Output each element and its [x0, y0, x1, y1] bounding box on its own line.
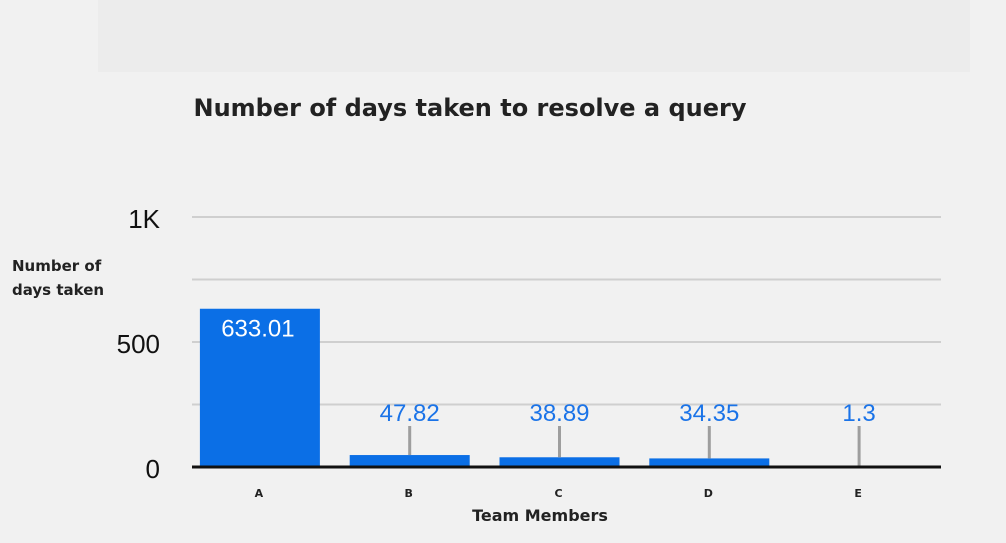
data-label: 633.01 — [221, 316, 294, 343]
bar — [199, 308, 320, 467]
bar — [349, 455, 470, 467]
chart-title: Number of days taken to resolve a query — [193, 94, 747, 122]
x-axis-label: Team Members — [472, 506, 608, 525]
x-tick-label: A — [255, 487, 264, 500]
x-tick-label: B — [405, 487, 413, 500]
data-label: 1.3 — [842, 400, 875, 427]
y-tick-label: 500 — [117, 329, 160, 359]
bar — [499, 457, 620, 467]
x-tick-label: E — [854, 487, 862, 500]
bar — [649, 458, 770, 467]
y-tick-label: 1K — [128, 204, 160, 234]
y-tick-label: 0 — [146, 454, 160, 484]
x-tick-label: D — [704, 487, 713, 500]
data-label: 47.82 — [380, 400, 440, 427]
x-tick-label: C — [554, 487, 562, 500]
header-band — [98, 0, 970, 72]
y-axis-label: Number of days taken — [12, 257, 105, 299]
data-label: 34.35 — [679, 400, 739, 427]
data-label: 38.89 — [529, 400, 589, 427]
